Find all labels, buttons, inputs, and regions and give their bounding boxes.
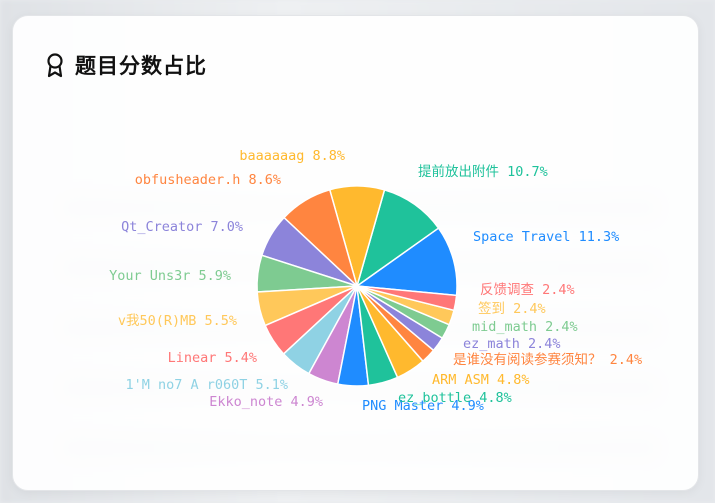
slice-label: Your Uns3r 5.9% <box>109 268 231 284</box>
score-share-card: 题目分数占比 Space Travel 11.3% 提前放出附件 10.7% baa… <box>12 15 699 491</box>
slice-label: baaaaaag 8.8% <box>239 148 345 164</box>
slice-label: PNG Master 4.9% <box>362 398 484 414</box>
award-ribbon-icon <box>45 52 65 78</box>
slice-label: ARM ASM 4.8% <box>432 372 530 388</box>
slice-label: Linear 5.4% <box>168 350 257 366</box>
slice-label: ez_bottle 4.8% <box>398 390 512 406</box>
slice-label: ez_math 2.4% <box>463 336 561 352</box>
slice-label: 是谁没有阅读参赛须知？ 2.4% <box>453 351 642 368</box>
slice-label: 提前放出附件 10.7% <box>418 163 548 180</box>
slice-label: mid_math 2.4% <box>472 319 578 335</box>
pie-slice[interactable] <box>354 227 458 297</box>
slice-label: v我50(R)MB 5.5% <box>118 313 237 329</box>
card-header: 题目分数占比 <box>45 50 207 80</box>
pie-chart: Space Travel 11.3% 提前放出附件 10.7% baaaaaag 8… <box>109 148 642 414</box>
slice-label: Space Travel 11.3% <box>473 229 619 245</box>
card-title: 题目分数占比 <box>75 54 207 78</box>
slice-label: Ekko_note 4.9% <box>209 394 323 410</box>
slice-label: obfusheader.h 8.6% <box>135 172 281 188</box>
slice-label: 1'M no7 A r060T 5.1% <box>125 377 288 393</box>
pie-slice[interactable] <box>356 285 458 312</box>
slice-label: 反馈调查 2.4% <box>480 282 575 298</box>
slice-label: Qt_Creator 7.0% <box>121 219 243 235</box>
pie-slice[interactable] <box>355 188 440 288</box>
slice-label: 签到 2.4% <box>478 300 546 317</box>
